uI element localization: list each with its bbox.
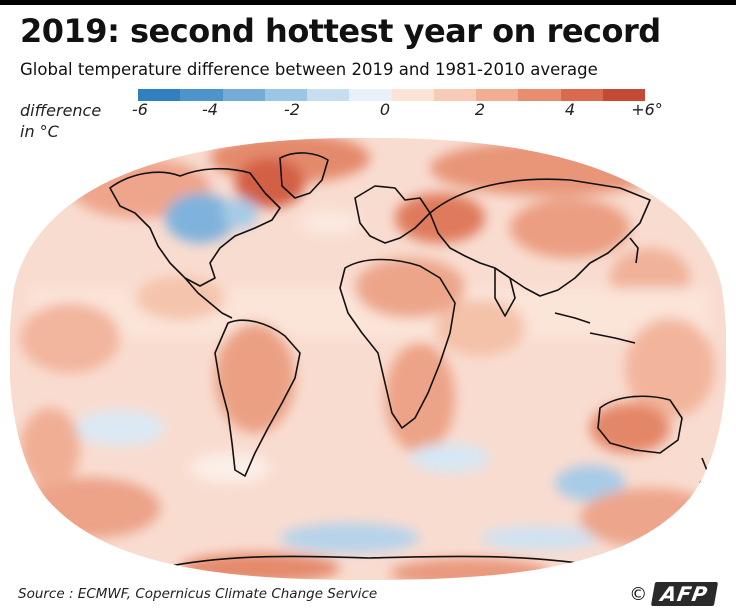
page-title: 2019: second hottest year on record <box>20 12 661 50</box>
legend-swatch <box>180 89 223 101</box>
legend-swatch <box>518 89 561 101</box>
copyright-symbol: © <box>629 583 648 605</box>
legend-tick: -6 <box>132 100 148 119</box>
legend-ticks: -6 -4 -2 0 2 4 +6° <box>125 100 665 122</box>
legend-label: difference in °C <box>20 100 101 142</box>
legend-swatch <box>307 89 350 101</box>
legend-swatch <box>264 89 307 101</box>
afp-logo-text: AFP <box>651 582 719 606</box>
legend-swatch <box>433 89 476 101</box>
source-credit: Source : ECMWF, Copernicus Climate Chang… <box>18 586 378 602</box>
legend-swatch <box>138 89 181 101</box>
legend-tick: 2 <box>474 100 486 119</box>
page-subtitle: Global temperature difference between 20… <box>20 60 598 79</box>
legend-tick: +6° <box>631 100 663 119</box>
legend-tick: -2 <box>284 100 300 119</box>
legend-label-line2: in °C <box>20 122 59 141</box>
legend-tick: 0 <box>379 100 391 119</box>
legend-swatch <box>602 89 645 101</box>
coastlines <box>109 152 709 569</box>
legend-swatch <box>391 89 434 101</box>
legend-swatch <box>560 89 603 101</box>
legend-tick: 4 <box>564 100 576 119</box>
legend-tick: -4 <box>202 100 218 119</box>
top-rule <box>0 0 736 5</box>
legend-color-scale <box>138 89 645 101</box>
afp-logo: © AFP <box>629 582 719 606</box>
legend-swatch <box>349 89 392 101</box>
legend-swatch <box>222 89 265 101</box>
world-map-svg <box>10 137 726 581</box>
legend-label-line1: difference <box>20 101 102 120</box>
legend-swatch <box>476 89 519 101</box>
world-map <box>10 128 726 583</box>
